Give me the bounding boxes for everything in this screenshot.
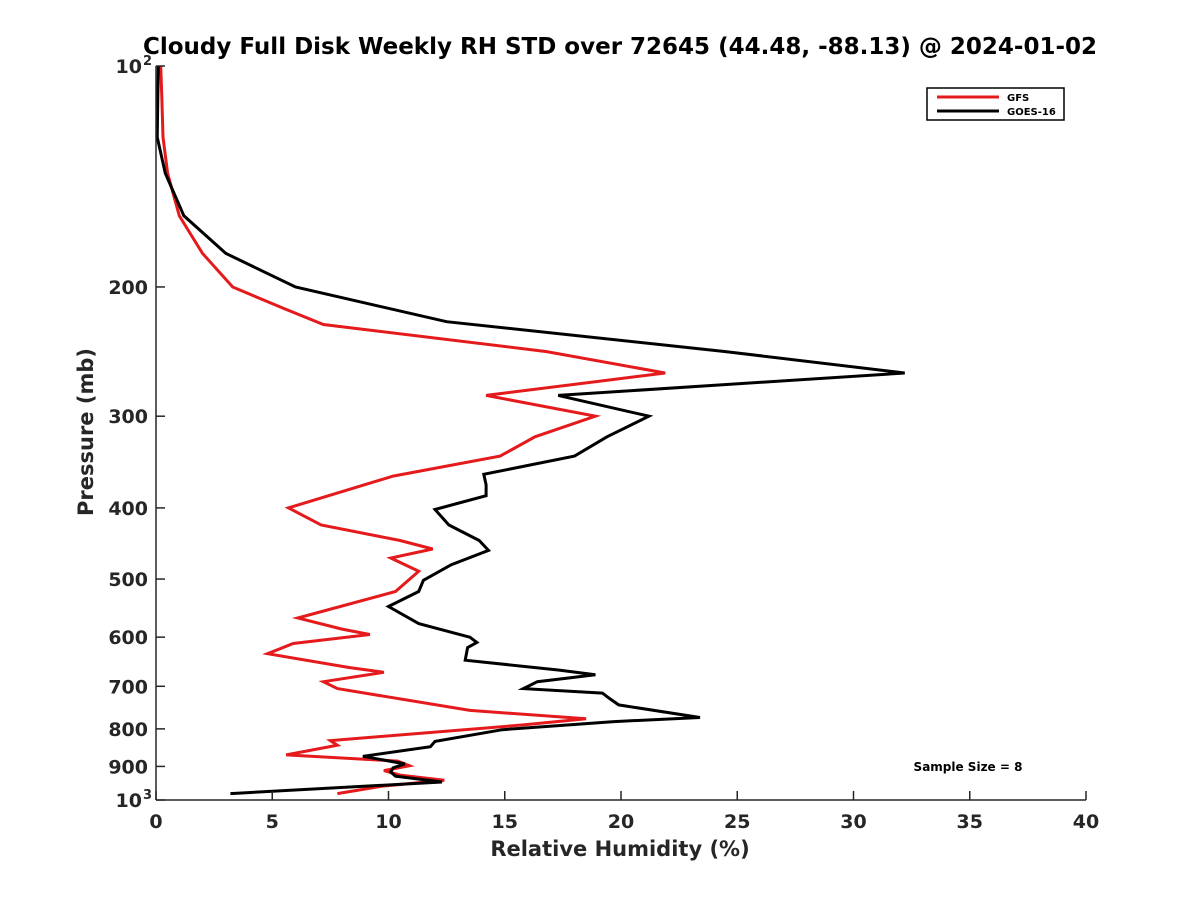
chart-title: Cloudy Full Disk Weekly RH STD over 7264… [143, 34, 1097, 60]
y-tick-label: 800 [108, 719, 148, 741]
y-tick-label: 600 [108, 627, 148, 649]
y-tick-label: 700 [108, 676, 148, 698]
legend-label-gfs: GFS [1007, 93, 1029, 104]
sample-size-annotation: Sample Size = 8 [914, 760, 1023, 774]
x-tick-label: 20 [608, 811, 634, 833]
legend-label-goes-16: GOES-16 [1007, 107, 1056, 118]
x-tick-label: 0 [149, 811, 162, 833]
y-tick-label: 300 [108, 406, 148, 428]
plot-area [155, 65, 905, 796]
x-tick-label: 30 [840, 811, 866, 833]
x-tick-label: 10 [375, 811, 401, 833]
x-tick-label: 15 [492, 811, 518, 833]
legend-box [926, 87, 1065, 121]
y-tick-label: 900 [108, 756, 148, 778]
x-tick-label: 25 [724, 811, 750, 833]
x-axis: 0 5 10 15 20 25 30 35 40 [149, 791, 1099, 833]
y-tick-label: 400 [108, 498, 148, 520]
x-tick-label: 35 [957, 811, 983, 833]
y-tick-label: 500 [108, 569, 148, 591]
x-tick-label: 5 [266, 811, 279, 833]
y-tick-label: 10 [116, 790, 142, 812]
series-line-goes-16 [155, 65, 905, 796]
y-axis-label: Pressure (mb) [74, 348, 98, 516]
y-tick-exponent: 2 [143, 54, 152, 69]
y-tick-exponent: 3 [143, 788, 152, 803]
y-tick-label: 10 [116, 56, 142, 78]
y-tick-label: 200 [108, 277, 148, 299]
series-line-gfs [159, 65, 666, 796]
legend: GFS GOES-16 [926, 87, 1065, 121]
x-axis-label: Relative Humidity (%) [490, 837, 749, 861]
x-tick-label: 40 [1073, 811, 1099, 833]
